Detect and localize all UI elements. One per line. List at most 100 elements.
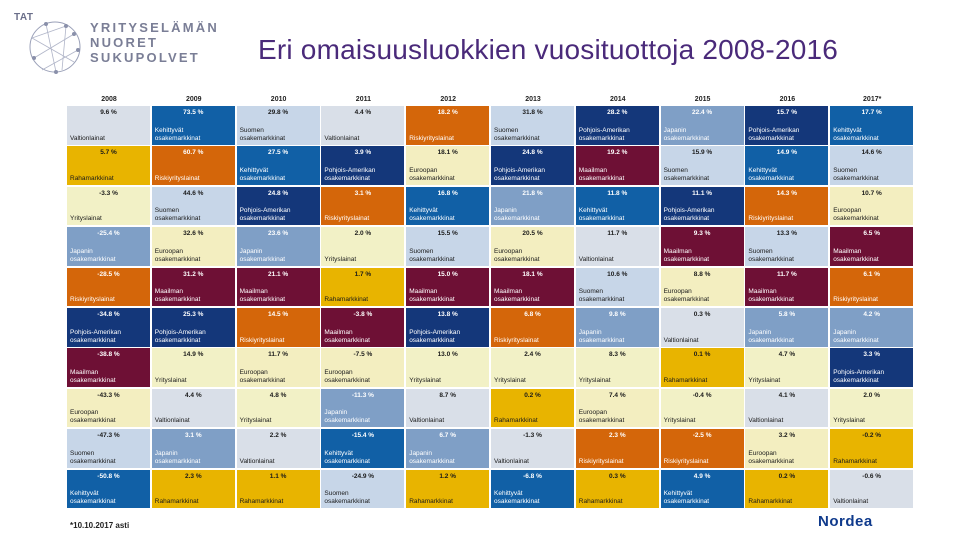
asset-class-label: Riskiyrityslainat [324,215,370,223]
return-value: 6.1 % [863,270,880,278]
return-cell: 27.5 % Kehittyvät osakemarkkinat [236,146,320,185]
return-cell: 2.0 % Yrityslainat [321,227,405,266]
asset-class-label: Rahamarkkinat [494,417,538,425]
return-value: 15.0 % [437,270,458,278]
asset-class-label: Euroopan osakemarkkinat [70,409,116,425]
return-cell: 14.5 % Riskiyrityslainat [236,308,320,347]
return-cell: 60.7 % Riskiyrityslainat [151,146,235,185]
return-cell: 5.7 % Rahamarkkinat [67,146,150,185]
return-value: -0.2 % [862,432,882,440]
return-value: 4.4 % [184,391,202,399]
return-value: -11.3 % [351,391,374,399]
return-value: 20.5 % [522,230,543,238]
return-cell: -34.8 % Pohjois-Amerikan osakemarkkinat [67,308,150,347]
return-value: 1.7 % [354,270,372,278]
return-cell: 44.6 % Suomen osakemarkkinat [151,186,235,226]
return-cell: 15.9 % Suomen osakemarkkinat [660,146,744,185]
year-label: 2014 [610,96,626,103]
asset-class-label: Riskiyrityslainat [154,174,200,182]
return-cell: -1.3 % Valtionlainat [491,429,574,468]
return-value: 11.8 % [607,189,628,197]
return-cell: 18.1 % Maailman osakemarkkinat [491,267,574,307]
asset-class-label: Suomen osakemarkkinat [494,126,540,142]
return-value: 9.3 % [693,230,711,238]
asset-class-label: Japanin osakemarkkinat [154,449,201,465]
return-value: 14.9 % [183,351,204,359]
asset-class-label: Yrityslainat [239,417,272,425]
asset-class-label: Japanin osakemarkkinat [748,328,794,344]
asset-class-label: Valtionlainat [154,417,190,425]
return-value: -2.5 % [692,432,712,440]
logo-wordmark: YRITYSELÄMÄN NUORET SUKUPOLVET [90,20,219,65]
return-cell: 18.2 % Riskiyrityslainat [406,106,490,145]
return-cell: 10.6 % Suomen osakemarkkinat [575,267,659,307]
return-value: 31.8 % [522,109,543,116]
return-cell: 13.8 % Pohjois-Amerikan osakemarkkinat [406,308,490,347]
return-cell: 24.8 % Pohjois-Amerikan osakemarkkinat [491,146,574,185]
asset-class-label: Maailman osakemarkkinat [578,166,625,182]
asset-class-label: Japanin osakemarkkinat [833,328,879,344]
return-cell: 3.1 % Japanin osakemarkkinat [151,429,235,468]
asset-class-label: Pohjois-Amerikan osakemarkkinat [154,328,206,344]
logo-line-2: NUORET [90,35,159,50]
return-cell: -3.3 % Yrityslainat [67,186,150,226]
return-cell: 19.2 % Maailman osakemarkkinat [575,146,659,185]
return-cell: 4.8 % Yrityslainat [236,388,320,428]
return-cell: -47.3 % Suomen osakemarkkinat [67,429,150,468]
asset-class-label: Kehittyvät osakemarkkinat [748,166,794,182]
return-cell: 15.5 % Suomen osakemarkkinat [406,227,490,266]
asset-class-label: Riskiyrityslainat [70,296,115,304]
return-cell: 21.8 % Japanin osakemarkkinat [491,186,574,226]
return-value: 24.8 % [267,189,289,197]
return-cell: 14.3 % Riskiyrityslainat [745,186,829,226]
asset-class-label: Suomen osakemarkkinat [70,449,116,465]
asset-class-label: Yrityslainat [409,376,441,384]
return-value: -3.8 % [353,311,373,318]
asset-class-label: Yrityslainat [70,215,102,223]
year-label: 2015 [694,96,711,103]
asset-class-label: Suomen osakemarkkinat [833,166,879,182]
asset-class-label: Yrityslainat [833,417,865,425]
return-value: 13.8 % [437,311,458,318]
return-value: 4.2 % [863,311,880,318]
return-value: 21.8 % [522,189,543,197]
asset-class-label: Pohjois-Amerikan osakemarkkinat [833,368,885,384]
return-value: -47.3 % [97,432,120,440]
year-label: 2009 [186,96,202,103]
return-cell: 3.9 % Pohjois-Amerikan osakemarkkinat [321,146,405,185]
asset-class-label: Valtionlainat [748,417,784,425]
return-value: 11.7 % [607,230,628,238]
return-cell: 7.4 % Euroopan osakemarkkinat [575,388,659,428]
year-label: 2012 [440,96,456,103]
return-value: 23.6 % [267,230,289,238]
return-value: 44.6 % [183,189,204,197]
return-value: 9.8 % [608,311,626,318]
logo-line-3: SUKUPOLVET [90,50,200,65]
returns-grid: 9.6 % Valtionlainat 5.7 % Rahamarkkinat -3.3… [67,106,915,510]
asset-class-label: Kehittyvät osakemarkkinat [833,126,879,142]
return-cell: 4.2 % Japanin osakemarkkinat [830,308,914,347]
asset-class-label: Pohjois-Amerikan osakemarkkinat [578,126,630,142]
return-cell: 6.8 % Riskiyrityslainat [491,308,574,347]
asset-class-label: Suomen osakemarkkinat [748,247,794,263]
return-value: 7.4 % [608,391,626,399]
return-value: 0.1 % [693,351,711,359]
return-value: 5.8 % [778,311,796,318]
asset-class-label: Pohjois-Amerikan osakemarkkinat [409,328,461,344]
asset-class-label: Japanin osakemarkkinat [494,207,540,223]
return-value: -28.5 % [97,270,120,278]
asset-class-label: Kehittyvät osakemarkkinat [409,207,455,223]
return-cell: 8.8 % Euroopan osakemarkkinat [660,267,744,307]
asset-class-label: Riskiyrityslainat [663,457,709,465]
return-cell: 6.7 % Japanin osakemarkkinat [406,429,490,468]
return-value: 3.9 % [354,149,372,157]
asset-class-label: Pohjois-Amerikan osakemarkkinat [70,328,121,344]
return-cell: 9.8 % Japanin osakemarkkinat [575,308,659,347]
return-cell: -28.5 % Riskiyrityslainat [67,267,150,307]
return-cell: 13.3 % Suomen osakemarkkinat [745,227,829,266]
asset-class-label: Euroopan osakemarkkinat [409,166,455,182]
return-value: 4.8 % [269,391,287,399]
return-cell: 5.8 % Japanin osakemarkkinat [745,308,829,347]
return-cell: 3.3 % Pohjois-Amerikan osakemarkkinat [830,348,914,387]
return-value: 13.3 % [776,230,798,238]
